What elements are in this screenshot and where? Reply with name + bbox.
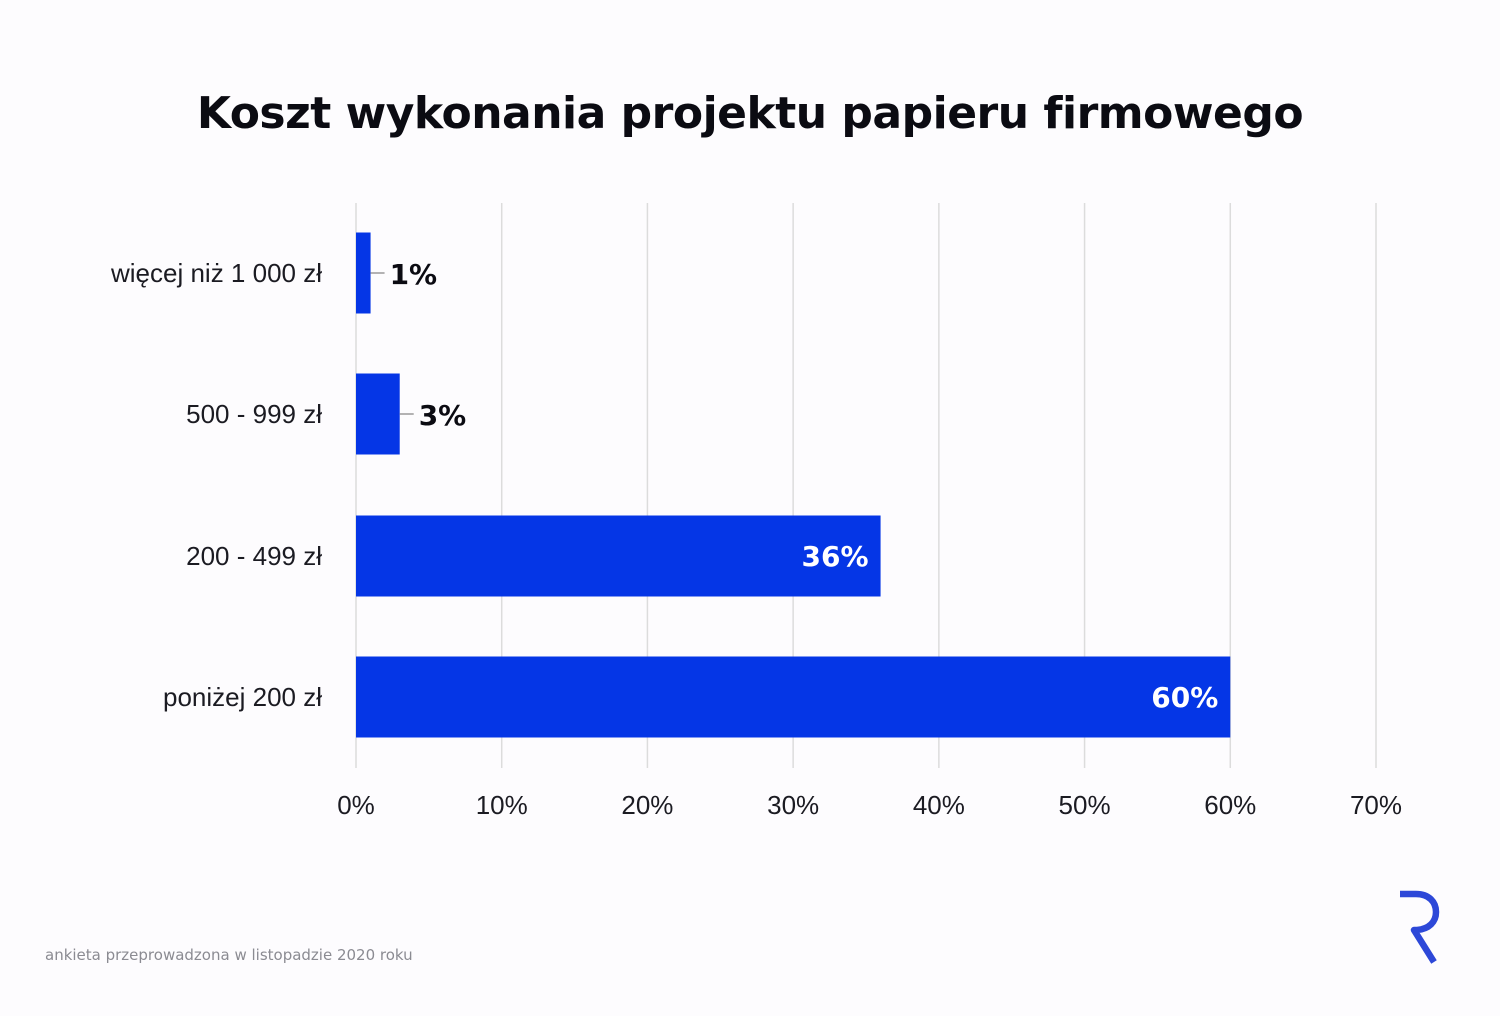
category-label: więcej niż 1 000 zł: [110, 258, 322, 288]
x-tick-label: 0%: [337, 790, 375, 820]
bar: [356, 232, 371, 314]
x-tick-label: 20%: [621, 790, 673, 820]
x-tick-label: 10%: [476, 790, 528, 820]
bar: [356, 373, 400, 455]
bar: [356, 515, 881, 597]
bar: [356, 656, 1231, 738]
footnote: ankieta przeprowadzona w listopadzie 202…: [45, 946, 413, 964]
x-tick-label: 70%: [1350, 790, 1402, 820]
category-label: 500 - 999 zł: [186, 399, 322, 429]
data-label: 1%: [390, 258, 438, 291]
category-label: poniżej 200 zł: [163, 682, 322, 712]
labels: 0% 10% 20% 30% 40% 50% 60% 70% więcej niż 1 000 …: [110, 258, 1402, 820]
data-label: 36%: [802, 540, 869, 573]
data-label: 3%: [419, 399, 467, 432]
x-tick-label: 60%: [1204, 790, 1256, 820]
r-logo-icon: [1400, 890, 1440, 964]
data-label: 60%: [1151, 681, 1218, 714]
bars: [356, 232, 1231, 738]
category-label: 200 - 499 zł: [186, 541, 322, 571]
chart-title: Koszt wykonania projektu papieru firmowe…: [196, 88, 1304, 139]
x-tick-label: 50%: [1059, 790, 1111, 820]
x-tick-label: 30%: [767, 790, 819, 820]
x-tick-label: 40%: [913, 790, 965, 820]
